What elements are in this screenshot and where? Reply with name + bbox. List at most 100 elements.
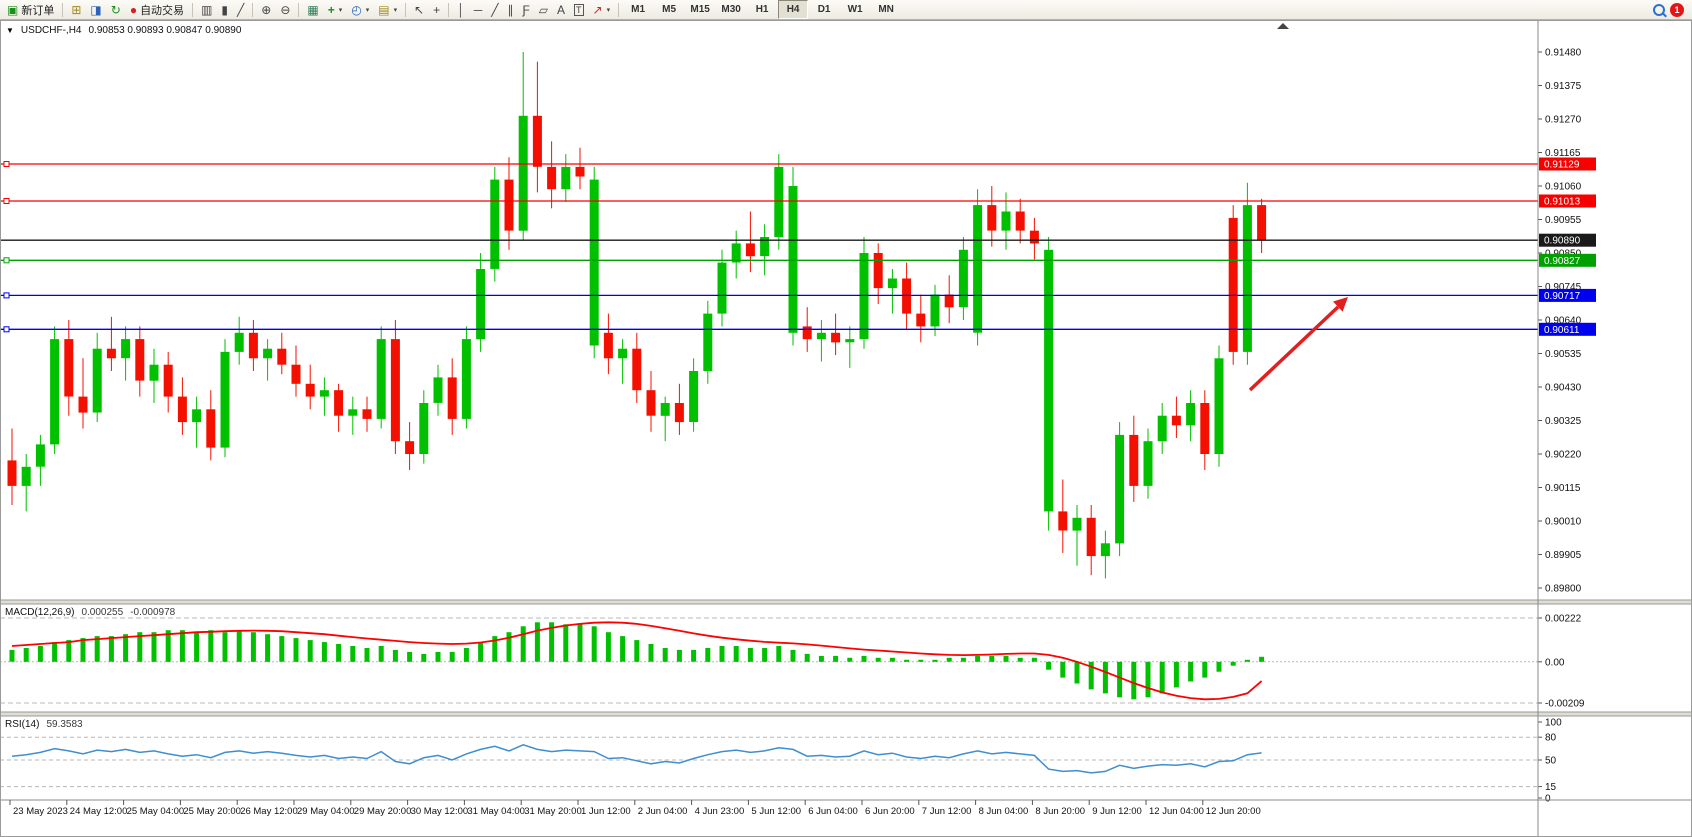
svg-text:31 May 04:00: 31 May 04:00 — [467, 806, 525, 817]
notification-badge[interactable]: 1 — [1670, 2, 1684, 17]
new-order-label: 新订单 — [21, 4, 55, 17]
periods-button[interactable]: ◴ ▾ — [347, 0, 373, 19]
svg-text:8 Jun 04:00: 8 Jun 04:00 — [979, 806, 1029, 817]
timeframe-button-h1[interactable]: H1 — [755, 4, 769, 15]
auto-trading-icon: ● — [129, 2, 138, 17]
bar-chart-button[interactable]: ▥ — [197, 0, 216, 19]
line-chart-icon: ╱ — [237, 2, 245, 17]
svg-text:29 May 04:00: 29 May 04:00 — [297, 806, 355, 817]
svg-text:0.91165: 0.91165 — [1545, 148, 1581, 159]
timeframe-button-mn[interactable]: MN — [878, 4, 894, 15]
svg-text:6 Jun 20:00: 6 Jun 20:00 — [865, 806, 915, 817]
tile-windows-button[interactable]: ▦ — [303, 0, 322, 19]
horizontal-line-icon: ─ — [473, 2, 483, 17]
refresh-icon: ↻ — [110, 2, 121, 17]
vertical-line-icon: │ — [457, 2, 465, 17]
toolbar-separator — [405, 2, 407, 17]
fibonacci-icon: Ƒ — [522, 2, 530, 17]
templates-button[interactable]: ▤ ▾ — [374, 0, 401, 19]
chart-ohlc-values: 0.90853 0.90893 0.90847 0.90890 — [88, 25, 242, 36]
svg-text:0.91013: 0.91013 — [1544, 197, 1581, 208]
svg-text:24 May 12:00: 24 May 12:00 — [70, 806, 128, 817]
charts-grid-button[interactable]: ⊞ — [67, 0, 85, 19]
zoom-in-icon: ⊕ — [261, 2, 272, 17]
zoom-in-button[interactable]: ⊕ — [257, 0, 275, 19]
timeframe-button-m5[interactable]: M5 — [662, 4, 677, 15]
vertical-line-button[interactable]: │ — [453, 0, 469, 19]
svg-text:0.90220: 0.90220 — [1545, 450, 1582, 461]
zoom-out-icon: ⊖ — [280, 2, 291, 17]
svg-text:0.90611: 0.90611 — [1544, 325, 1580, 336]
svg-text:25 May 20:00: 25 May 20:00 — [183, 806, 241, 817]
timeframe-button-m15[interactable]: M15 — [690, 4, 710, 15]
svg-text:0: 0 — [1545, 794, 1551, 805]
auto-trading-button[interactable]: ● 自动交易 — [126, 0, 188, 19]
svg-text:1 Jun 12:00: 1 Jun 12:00 — [581, 806, 631, 817]
new-order-button[interactable]: ▣ 新订单 — [3, 0, 58, 19]
svg-text:9 Jun 12:00: 9 Jun 12:00 — [1092, 806, 1142, 817]
chart-title: USDCHF-,H4 — [20, 25, 82, 36]
cursor-button[interactable]: ↖ — [410, 0, 428, 19]
chart-canvas[interactable]: 0.91480 0.91375 0.91270 0.91165 0.91060 0.909… — [0, 20, 1692, 837]
text-button[interactable]: A — [553, 0, 569, 19]
rsi-value: 59.3583 — [46, 719, 83, 730]
channel-button[interactable]: ∥ — [503, 0, 517, 19]
svg-text:-0.00209: -0.00209 — [1545, 699, 1585, 710]
trend-arrow-annotation — [1248, 297, 1348, 392]
svg-text:0.91375: 0.91375 — [1545, 81, 1582, 92]
svg-text:0.90955: 0.90955 — [1545, 215, 1582, 226]
macd-main-value: 0.000255 — [81, 607, 124, 618]
toolbar-separator — [192, 2, 194, 17]
shapes-button[interactable]: ▱ — [535, 0, 552, 19]
toolbar-separator — [448, 2, 450, 17]
svg-text:0.90717: 0.90717 — [1544, 291, 1581, 302]
arrows-button[interactable]: ↗ ▾ — [589, 0, 615, 19]
crosshair-icon: + — [433, 2, 441, 17]
chevron-down-icon: ▾ — [606, 6, 611, 14]
profiles-button[interactable]: ◨ — [86, 0, 105, 19]
svg-text:0.91129: 0.91129 — [1544, 160, 1580, 171]
macd-name: MACD(12,26,9) — [5, 607, 75, 618]
zoom-out-button[interactable]: ⊖ — [276, 0, 294, 19]
indicators-button[interactable]: + ▾ — [324, 0, 347, 19]
svg-text:0.91270: 0.91270 — [1545, 115, 1582, 126]
new-order-icon: ▣ — [7, 2, 19, 17]
timeframe-button-w1[interactable]: W1 — [847, 4, 863, 15]
horizontal-line-button[interactable]: ─ — [470, 0, 487, 19]
svg-text:0.89905: 0.89905 — [1545, 550, 1582, 561]
timeframe-button-m1[interactable]: M1 — [631, 4, 646, 15]
bar-chart-icon: ▥ — [201, 2, 213, 17]
one-click-trading-collapse-icon[interactable]: ▼ — [6, 26, 14, 35]
refresh-button[interactable]: ↻ — [107, 0, 125, 19]
timeframe-button-m30[interactable]: M30 — [721, 4, 741, 15]
svg-text:12 Jun 20:00: 12 Jun 20:00 — [1206, 806, 1261, 817]
svg-text:0.90890: 0.90890 — [1544, 236, 1581, 247]
chart-header: ▼ USDCHF-,H4 0.90853 0.90893 0.90847 0.9… — [6, 25, 241, 36]
toolbar-separator — [298, 2, 300, 17]
candlestick-button[interactable]: ▮ — [217, 0, 232, 19]
search-icon[interactable] — [1653, 3, 1665, 16]
indicators-icon: + — [327, 2, 335, 17]
arrow-tool-icon: ↗ — [592, 2, 603, 17]
svg-text:5 Jun 12:00: 5 Jun 12:00 — [751, 806, 801, 817]
main-toolbar: ▣ 新订单 ⊞ ◨ ↻ ● 自动交易 ▥ ▮ ╱ ⊕ ⊖ ▦ + ▾ ◴ ▾ ▤… — [0, 0, 1692, 20]
timeframe-button-d1[interactable]: D1 — [817, 4, 831, 15]
fibonacci-button[interactable]: Ƒ — [518, 0, 533, 19]
trend-line-button[interactable]: ╱ — [487, 0, 502, 19]
rsi-name: RSI(14) — [5, 719, 40, 730]
svg-text:23 May 2023: 23 May 2023 — [13, 806, 68, 817]
svg-text:100: 100 — [1545, 718, 1562, 729]
line-chart-button[interactable]: ╱ — [233, 0, 248, 19]
timeframe-button-h4[interactable]: H4 — [778, 0, 809, 19]
svg-text:0.90535: 0.90535 — [1545, 349, 1582, 360]
text-label-button[interactable]: T — [570, 0, 588, 19]
svg-text:0.90115: 0.90115 — [1545, 483, 1581, 494]
chevron-down-icon: ▾ — [338, 6, 343, 14]
tile-windows-icon: ▦ — [307, 2, 319, 17]
crosshair-button[interactable]: + — [429, 0, 444, 19]
cursor-icon: ↖ — [414, 2, 425, 17]
svg-text:0.90325: 0.90325 — [1545, 416, 1582, 427]
svg-text:4 Jun 23:00: 4 Jun 23:00 — [695, 806, 745, 817]
svg-text:0.90827: 0.90827 — [1544, 256, 1581, 267]
svg-text:29 May 20:00: 29 May 20:00 — [354, 806, 412, 817]
